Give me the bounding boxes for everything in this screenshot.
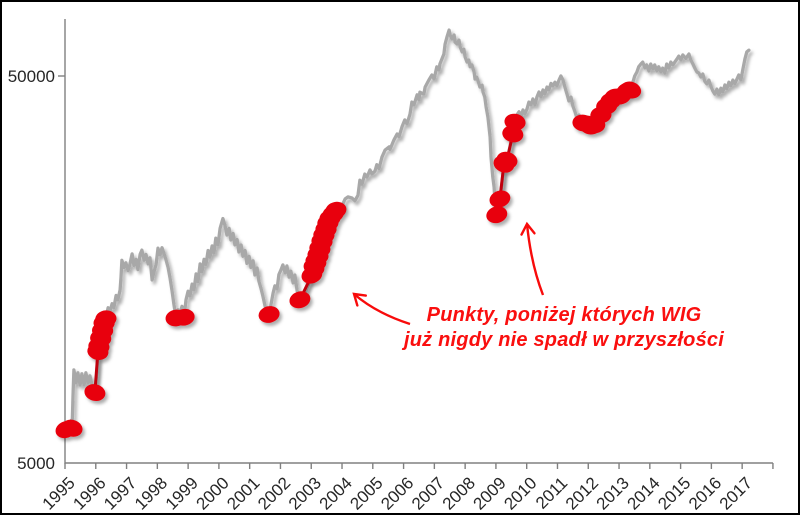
x-tick-label-2007: 2007: [408, 473, 448, 513]
axis-lines: [64, 19, 773, 464]
axes: [58, 19, 774, 469]
x-tick-label-1996: 1996: [69, 473, 109, 513]
x-tick-label-2001: 2001: [223, 473, 263, 513]
x-tick-label-2008: 2008: [439, 473, 479, 513]
never-below-dot: [84, 384, 106, 402]
x-tick-label-2013: 2013: [593, 473, 633, 513]
never-below-dot: [61, 419, 83, 437]
x-tick-label-2000: 2000: [193, 473, 233, 513]
annotation-line-1: Punkty, poniżej których WIG: [426, 304, 702, 326]
x-tick-label-2016: 2016: [685, 473, 725, 513]
never-below-dot: [489, 190, 511, 208]
annotation-arrow-left: [352, 292, 411, 326]
x-tick-label-2010: 2010: [500, 473, 540, 513]
wig-line: [64, 28, 751, 432]
x-tick-label-2006: 2006: [377, 473, 417, 513]
never-below-dot: [95, 310, 117, 328]
x-tick-label-2009: 2009: [470, 473, 510, 513]
annotation-line-2: już nigdy nie spadł w przyszłości: [404, 329, 724, 351]
never-below-dot: [496, 151, 518, 169]
x-tick-label-2011: 2011: [532, 473, 571, 512]
never-below-markers: [55, 81, 642, 439]
annotation-arrow-right: [520, 221, 545, 296]
x-tick-label-2002: 2002: [254, 473, 294, 513]
x-tick-label-1999: 1999: [162, 473, 202, 513]
never-below-dot: [504, 113, 526, 131]
never-below-dot: [486, 206, 508, 224]
y-tick-label-5000: 5000: [17, 454, 55, 473]
x-tick-label-2012: 2012: [562, 473, 602, 513]
x-tick-label-2005: 2005: [346, 473, 386, 513]
x-tick-label-1998: 1998: [131, 473, 171, 513]
x-tick-label-1997: 1997: [100, 473, 140, 513]
never-below-dot: [173, 308, 195, 326]
x-tick-label-2017: 2017: [716, 473, 756, 513]
x-tick-label-1995: 1995: [39, 473, 79, 513]
y-tick-label-50000: 50000: [8, 67, 55, 86]
never-below-dot: [620, 81, 642, 99]
never-below-dot: [289, 291, 311, 309]
never-below-dot: [325, 201, 347, 219]
x-tick-label-2003: 2003: [285, 473, 325, 513]
annotation-text: Punkty, poniżej których WIG już nigdy ni…: [396, 303, 732, 353]
never-below-dot: [258, 306, 280, 323]
x-tick-label-2015: 2015: [654, 473, 694, 513]
x-tick-label-2004: 2004: [316, 473, 356, 513]
x-tick-label-2014: 2014: [623, 473, 663, 513]
